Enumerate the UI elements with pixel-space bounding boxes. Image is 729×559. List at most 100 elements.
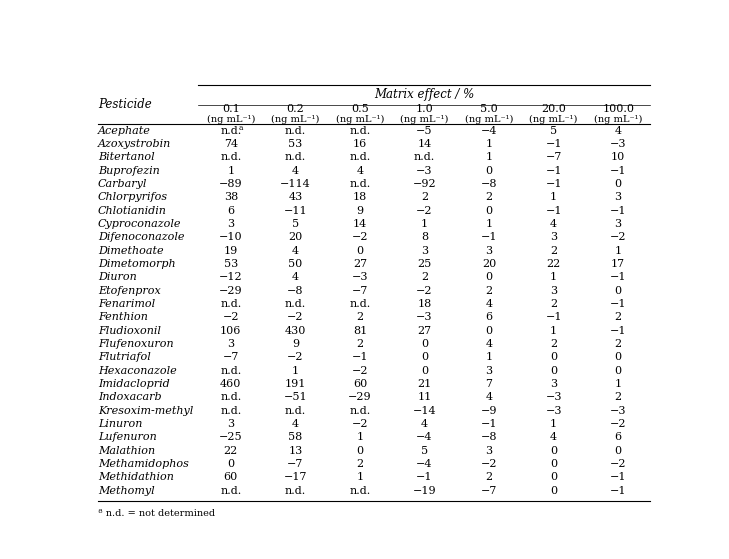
Text: −2: −2 [351,233,368,242]
Text: 14: 14 [417,139,432,149]
Text: (ng mL⁻¹): (ng mL⁻¹) [465,115,513,124]
Text: 5: 5 [292,219,299,229]
Text: −7: −7 [545,152,562,162]
Text: Methidathion: Methidathion [98,472,174,482]
Text: 0: 0 [550,352,557,362]
Text: 0: 0 [615,286,622,296]
Text: −7: −7 [351,286,368,296]
Text: 0: 0 [550,446,557,456]
Text: −7: −7 [287,459,303,469]
Text: 0: 0 [356,245,364,255]
Text: −29: −29 [348,392,372,402]
Text: −114: −114 [280,179,311,189]
Text: 10: 10 [611,152,625,162]
Text: −2: −2 [416,286,433,296]
Text: Flufenoxuron: Flufenoxuron [98,339,174,349]
Text: 22: 22 [224,446,238,456]
Text: 0: 0 [615,446,622,456]
Text: 3: 3 [227,339,234,349]
Text: n.d.: n.d. [414,152,435,162]
Text: −2: −2 [351,419,368,429]
Text: n.d.: n.d. [220,392,241,402]
Text: 4: 4 [292,245,299,255]
Text: 0.1: 0.1 [222,103,240,113]
Text: 0: 0 [486,165,493,176]
Text: −4: −4 [416,433,433,443]
Text: 4: 4 [486,392,493,402]
Text: Dimethoate: Dimethoate [98,245,163,255]
Text: 2: 2 [486,286,493,296]
Text: −1: −1 [610,206,626,216]
Text: 11: 11 [417,392,432,402]
Text: 1: 1 [550,192,557,202]
Text: Methamidophos: Methamidophos [98,459,189,469]
Text: −7: −7 [222,352,239,362]
Text: 4: 4 [486,339,493,349]
Text: −2: −2 [610,459,626,469]
Text: −92: −92 [413,179,436,189]
Text: 60: 60 [353,379,367,389]
Text: 2: 2 [486,192,493,202]
Text: −1: −1 [610,486,626,496]
Text: 4: 4 [550,219,557,229]
Text: 0: 0 [550,459,557,469]
Text: −2: −2 [610,233,626,242]
Text: Buprofezin: Buprofezin [98,165,160,176]
Text: Chlorpyrifos: Chlorpyrifos [98,192,168,202]
Text: 1: 1 [227,165,234,176]
Text: −51: −51 [284,392,307,402]
Text: 17: 17 [611,259,625,269]
Text: 1: 1 [486,352,493,362]
Text: Fludioxonil: Fludioxonil [98,326,161,336]
Text: n.d.: n.d. [349,152,370,162]
Text: 100.0: 100.0 [602,103,634,113]
Text: 18: 18 [353,192,367,202]
Text: 4: 4 [421,419,428,429]
Text: 53: 53 [288,139,303,149]
Text: 4: 4 [292,165,299,176]
Text: −2: −2 [481,459,497,469]
Text: 2: 2 [550,245,557,255]
Text: 3: 3 [486,446,493,456]
Text: 27: 27 [353,259,367,269]
Text: −1: −1 [545,312,562,323]
Text: 0: 0 [421,352,428,362]
Text: 0: 0 [356,446,364,456]
Text: 1: 1 [356,433,364,443]
Text: 38: 38 [224,192,238,202]
Text: Bitertanol: Bitertanol [98,152,155,162]
Text: 460: 460 [220,379,241,389]
Text: Flutriafol: Flutriafol [98,352,151,362]
Text: −2: −2 [610,419,626,429]
Text: 2: 2 [615,339,622,349]
Text: 0: 0 [486,272,493,282]
Text: 2: 2 [421,192,428,202]
Text: 3: 3 [227,219,234,229]
Text: 3: 3 [550,286,557,296]
Text: −1: −1 [610,326,626,336]
Text: 4: 4 [356,165,364,176]
Text: Fenthion: Fenthion [98,312,148,323]
Text: −17: −17 [284,472,307,482]
Text: 6: 6 [486,312,493,323]
Text: 2: 2 [486,472,493,482]
Text: n.d.: n.d. [285,299,306,309]
Text: 9: 9 [292,339,299,349]
Text: 0: 0 [486,326,493,336]
Text: −19: −19 [413,486,436,496]
Text: −2: −2 [287,352,303,362]
Text: 20: 20 [482,259,496,269]
Text: 14: 14 [353,219,367,229]
Text: −8: −8 [481,433,497,443]
Text: 0: 0 [486,206,493,216]
Text: 20.0: 20.0 [541,103,566,113]
Text: −3: −3 [545,392,562,402]
Text: n.d.: n.d. [285,152,306,162]
Text: 4: 4 [486,299,493,309]
Text: (ng mL⁻¹): (ng mL⁻¹) [271,115,319,124]
Text: 8: 8 [421,233,428,242]
Text: 3: 3 [486,245,493,255]
Text: −5: −5 [416,126,433,136]
Text: −1: −1 [545,139,562,149]
Text: 0.5: 0.5 [351,103,369,113]
